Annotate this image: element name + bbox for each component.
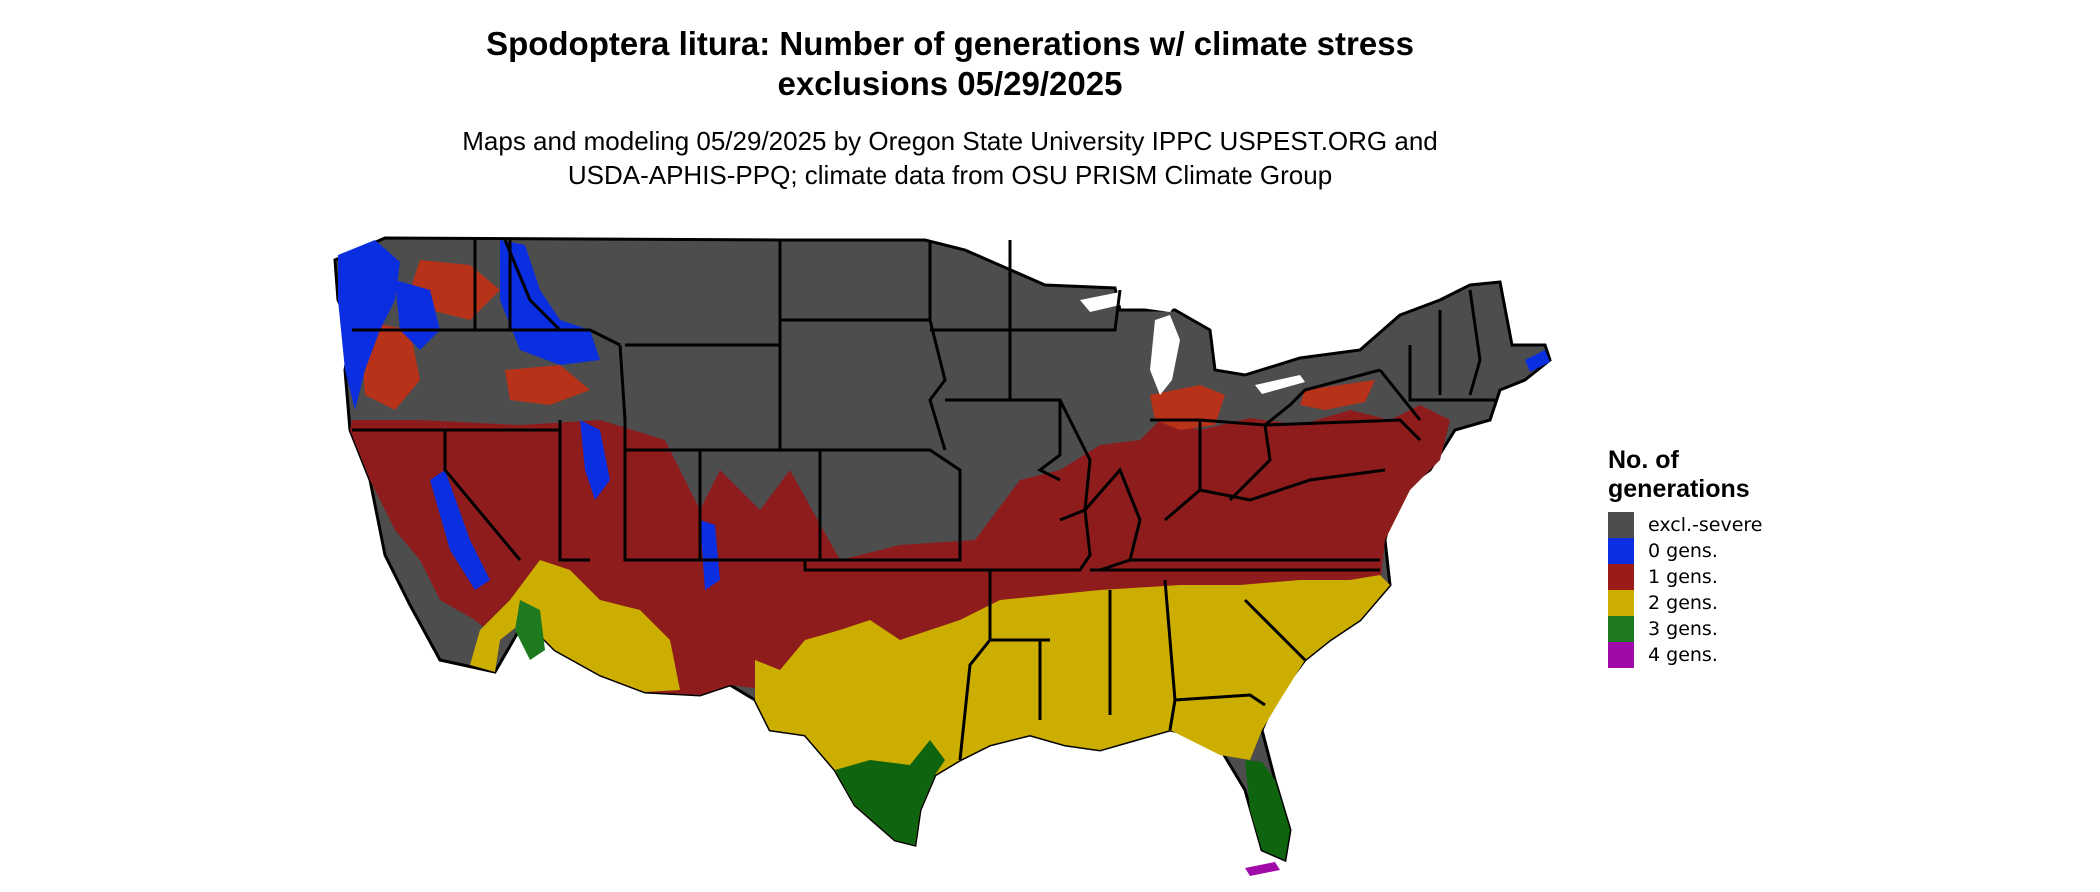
legend-title-line-1: No. of <box>1608 446 1679 474</box>
zone-3-gens-florida <box>1245 760 1290 860</box>
zone-0-gens-utah <box>580 420 610 500</box>
legend-label: 3 gens. <box>1648 618 1718 640</box>
zone-1-gens-idaho <box>505 365 590 405</box>
legend-label: 4 gens. <box>1648 644 1718 666</box>
zone-0-gens-sierra <box>430 470 490 590</box>
legend: No. of generations excl.-severe 0 gens. 1 … <box>1608 446 1763 668</box>
legend-items: excl.-severe 0 gens. 1 gens. 2 gens. 3 gens.… <box>1608 512 1763 668</box>
lake-superior <box>1080 290 1180 312</box>
legend-swatch <box>1608 512 1634 538</box>
legend-item: excl.-severe <box>1608 512 1763 538</box>
title-line-1: Spodoptera litura: Number of generations… <box>486 25 1414 62</box>
legend-title-line-2: generations <box>1608 475 1750 503</box>
zone-1-gens-new-york <box>1300 380 1375 410</box>
zone-0-gens-maine <box>1525 350 1550 372</box>
legend-title: No. of generations <box>1608 446 1763 504</box>
legend-label: 2 gens. <box>1648 592 1718 614</box>
title-line-2: exclusions 05/29/2025 <box>777 65 1123 102</box>
legend-label: excl.-severe <box>1648 514 1763 536</box>
legend-swatch <box>1608 616 1634 642</box>
zone-0-gens-idaho <box>500 240 600 365</box>
map-title: Spodoptera litura: Number of generations… <box>0 24 1900 104</box>
map-subtitle: Maps and modeling 05/29/2025 by Oregon S… <box>0 124 1900 192</box>
legend-item: 0 gens. <box>1608 538 1763 564</box>
legend-swatch <box>1608 642 1634 668</box>
legend-swatch <box>1608 590 1634 616</box>
us-generations-map <box>333 236 1552 876</box>
legend-item: 4 gens. <box>1608 642 1763 668</box>
lake-michigan <box>1150 315 1180 395</box>
state-borders <box>352 239 1495 761</box>
subtitle-line-1: Maps and modeling 05/29/2025 by Oregon S… <box>462 126 1438 156</box>
zone-3-gens-texas <box>835 740 945 845</box>
zone-4-gens-keys <box>1245 862 1280 876</box>
zone-0-gens-cascades <box>395 280 440 350</box>
legend-item: 1 gens. <box>1608 564 1763 590</box>
legend-label: 0 gens. <box>1648 540 1718 562</box>
legend-swatch <box>1608 538 1634 564</box>
zone-0-gens-colorado <box>700 520 720 590</box>
legend-label: 1 gens. <box>1648 566 1718 588</box>
legend-swatch <box>1608 564 1634 590</box>
lake-erie <box>1255 375 1305 394</box>
legend-item: 3 gens. <box>1608 616 1763 642</box>
subtitle-line-2: USDA-APHIS-PPQ; climate data from OSU PR… <box>567 160 1333 190</box>
zone-0-gens-washington <box>338 240 400 410</box>
legend-item: 2 gens. <box>1608 590 1763 616</box>
zone-3-gens-socal <box>515 600 545 660</box>
zone-2-gens-southwest <box>470 560 680 692</box>
